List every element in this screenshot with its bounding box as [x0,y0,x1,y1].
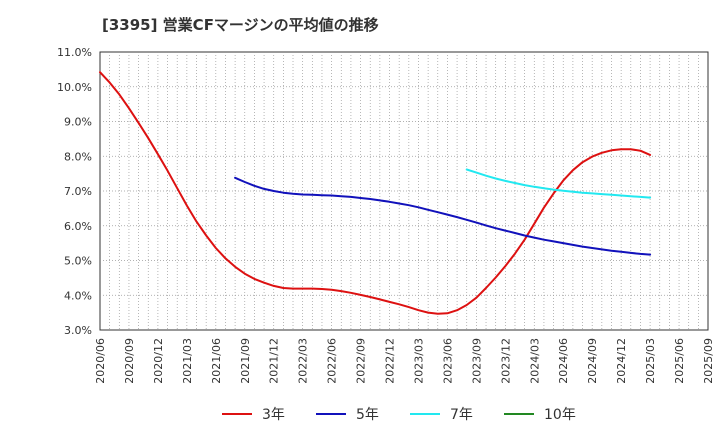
y-tick-label: 6.0% [64,220,92,233]
x-tick-label: 2023/03 [412,338,425,384]
x-tick-label: 2020/12 [152,338,165,384]
x-tick-label: 2022/03 [297,338,310,384]
y-tick-label: 4.0% [64,289,92,302]
y-tick-label: 8.0% [64,150,92,163]
x-tick-label: 2021/06 [210,338,223,384]
x-tick-label: 2025/06 [673,338,686,384]
y-axis: 3.0% 4.0% 5.0% 6.0% 7.0% 8.0% 9.0% 10.0% 11.0% [57,46,92,337]
legend-label: 5年 [356,407,379,423]
x-tick-label: 2022/12 [384,338,397,384]
x-tick-label: 2022/09 [355,338,368,384]
y-tick-label: 9.0% [64,116,92,129]
x-tick-label: 2024/09 [586,338,599,384]
x-tick-label: 2021/12 [268,338,281,384]
x-tick-label: 2024/12 [615,338,628,384]
x-tick-label: 2022/06 [326,338,339,384]
y-tick-label: 10.0% [57,81,92,94]
series-line-3 [465,168,652,199]
chart-title: [3395] 営業CFマージンの平均値の推移 [102,16,379,34]
series-line-1 [99,71,652,315]
x-tick-label: 2025/09 [702,338,715,384]
legend-label: 3年 [262,407,285,423]
x-tick-label: 2024/03 [528,338,541,384]
y-tick-label: 11.0% [57,46,92,59]
x-tick-label: 2024/06 [557,338,570,384]
legend: 3年 5年 7年 10年 [222,407,576,423]
series-layer [99,71,652,315]
x-tick-label: 2025/03 [644,338,657,384]
legend-label: 10年 [544,407,576,423]
x-tick-label: 2023/09 [470,338,483,384]
x-tick-label: 2021/03 [181,338,194,384]
x-tick-label: 2023/12 [499,338,512,384]
x-tick-label: 2021/09 [239,338,252,384]
x-tick-label: 2020/09 [123,338,136,384]
x-tick-label: 2023/06 [441,338,454,384]
y-tick-label: 5.0% [64,255,92,268]
x-tick-label: 2020/06 [94,338,107,384]
series-line-2 [234,176,652,256]
x-axis: 2020/06 2020/09 2020/12 2021/03 2021/06 2021/… [94,338,715,384]
grid-lines [100,52,708,330]
y-tick-label: 3.0% [64,324,92,337]
y-tick-label: 7.0% [64,185,92,198]
legend-label: 7年 [450,407,473,423]
